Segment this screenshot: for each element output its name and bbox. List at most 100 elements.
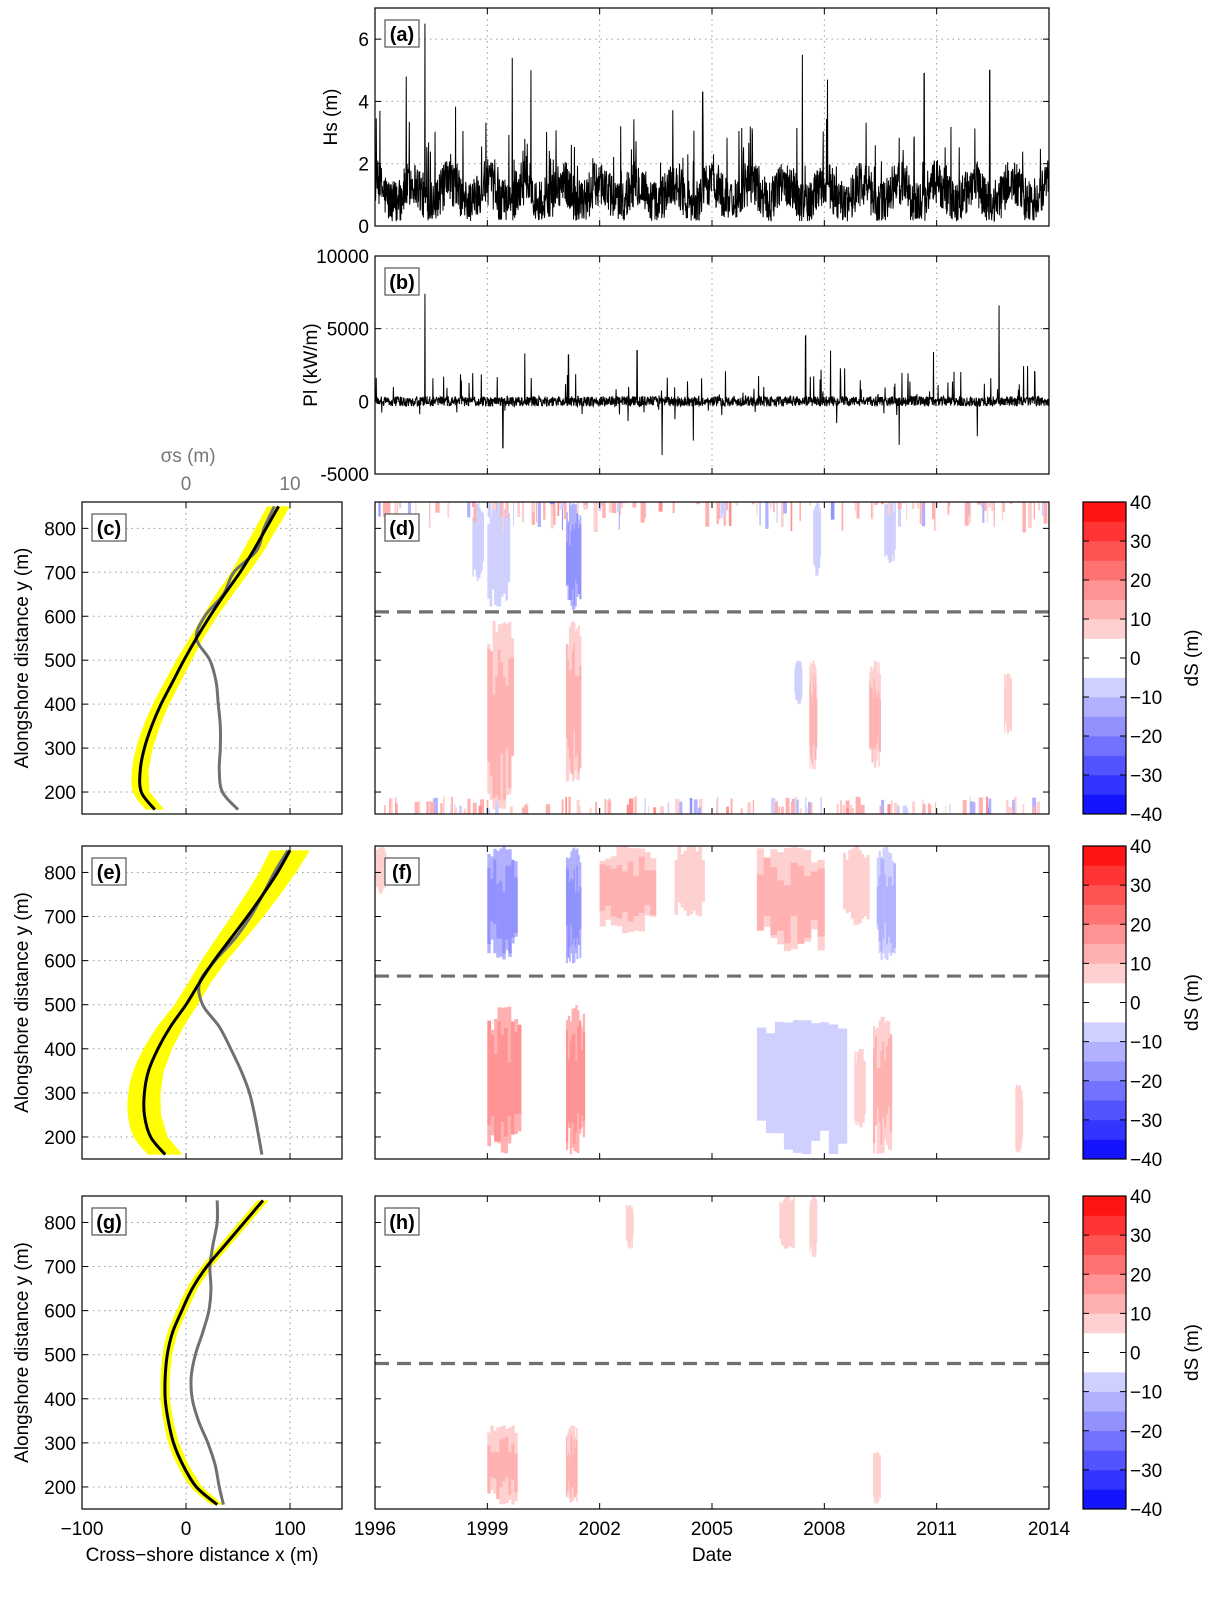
heatmap-cell — [856, 797, 861, 814]
heatmap-cell — [1001, 1485, 1003, 1502]
heatmap-cell — [442, 796, 445, 814]
y-tick-label-c: 600 — [44, 607, 76, 628]
heatmap-cell — [627, 1206, 629, 1248]
heatmap-cell — [814, 1196, 816, 1258]
heatmap-cell — [712, 1049, 714, 1128]
colorbar-swatch — [1083, 541, 1126, 561]
y-tick-label-g: 200 — [44, 1478, 76, 1499]
heatmap-cell — [949, 502, 951, 506]
heatmap-cell — [783, 502, 787, 514]
heatmap-cell — [472, 502, 474, 508]
heatmap-cell — [849, 1201, 851, 1231]
heatmap-cell — [517, 1024, 522, 1114]
x-tick-label-g: −100 — [61, 1519, 104, 1540]
heatmap-cell — [906, 502, 908, 521]
heatmap-cell — [873, 679, 876, 750]
heatmap-cell — [511, 1443, 515, 1480]
heatmap-cell — [797, 661, 799, 704]
heatmap-cell — [917, 502, 919, 509]
x-axis-label-g: Cross−shore distance x (m) — [86, 1545, 319, 1566]
heatmap-cell — [879, 1455, 881, 1497]
colorbar-swatch — [1083, 1274, 1126, 1295]
heatmap-cell — [565, 644, 568, 739]
y-tick-label-e: 700 — [44, 908, 76, 929]
heatmap-cell — [915, 846, 918, 889]
heatmap-cell — [763, 858, 771, 917]
heatmap-cell — [809, 1465, 811, 1494]
heatmap-cell — [573, 1439, 576, 1497]
heatmap-cell — [783, 885, 792, 944]
heatmap-cell — [522, 502, 524, 523]
heatmap-cell — [626, 1204, 628, 1240]
heatmap-cell — [507, 1062, 512, 1117]
heatmap-cell — [674, 860, 678, 915]
heatmap-cell — [982, 502, 985, 523]
heatmap-cell — [486, 799, 489, 814]
heatmap-cell — [503, 1201, 507, 1275]
heatmap-cell — [665, 1479, 668, 1502]
heatmap-cell — [396, 502, 399, 506]
y-axis-label-b: Pl (kW/m) — [301, 323, 322, 406]
data-layer — [127, 23, 1050, 1506]
heatmap-cell — [860, 805, 865, 814]
heatmap-cell — [1027, 502, 1032, 518]
colorbar-swatch — [1083, 1352, 1126, 1373]
heatmap-cell — [493, 859, 497, 925]
heatmap-cell — [580, 1050, 584, 1116]
heatmap-cell — [837, 1028, 848, 1144]
heatmap-cell — [759, 502, 761, 526]
heatmap-cell — [505, 865, 509, 940]
heatmap-cell — [605, 865, 612, 906]
heatmap-cell — [949, 804, 951, 814]
heatmap-cell — [695, 851, 699, 916]
heatmap-cell — [968, 853, 972, 885]
heatmap-cell — [919, 502, 922, 525]
heatmap-cell — [579, 666, 582, 769]
colorbar-swatch — [1083, 963, 1126, 984]
heatmap-cell — [682, 1042, 685, 1151]
heatmap-cell — [790, 502, 793, 532]
heatmap-cell — [886, 886, 889, 945]
heatmap-cell — [934, 502, 936, 532]
heatmap-cell — [412, 1030, 415, 1131]
heatmap-cell — [716, 502, 719, 525]
panel-label-f: (f) — [392, 862, 412, 884]
heatmap-cell — [809, 1203, 811, 1253]
axes-frame-f — [374, 845, 1050, 1160]
top-axis-label-c: σs (m) — [161, 446, 216, 467]
colorbar-tick-label: 20 — [1130, 915, 1151, 936]
heatmap-cell — [635, 796, 637, 814]
heatmap-cell — [845, 800, 850, 814]
heatmap-cell — [689, 1055, 692, 1151]
heatmap-cell — [1007, 673, 1009, 733]
heatmap-cell — [568, 796, 571, 814]
heatmap-cell — [1003, 1486, 1005, 1501]
heatmap-cell — [628, 1205, 631, 1249]
heatmap-cell — [415, 1040, 418, 1152]
heatmap-cell — [570, 1433, 572, 1500]
heatmap-cell — [1019, 1085, 1021, 1153]
heatmap-cell — [424, 1027, 427, 1155]
heatmap-cell — [714, 1049, 717, 1145]
heatmap-cell — [487, 648, 491, 762]
heatmap-cell — [911, 502, 915, 509]
heatmap-cell — [999, 1035, 1002, 1111]
colorbar-swatch — [1083, 560, 1126, 581]
heatmap-cell — [877, 694, 879, 737]
heatmap-cell — [399, 502, 402, 509]
heatmap-cell — [1006, 674, 1008, 731]
panel-label-g: (g) — [96, 1212, 122, 1234]
heatmap-cell — [568, 670, 571, 759]
heatmap-cell — [574, 1207, 577, 1265]
heatmap-cell — [1014, 796, 1017, 814]
heatmap-cell — [413, 1034, 416, 1140]
heatmap-cell — [490, 878, 494, 922]
heatmap-cell — [740, 808, 743, 814]
top-tick-label-c: 0 — [181, 474, 192, 495]
heatmap-cell — [871, 686, 874, 763]
y-tick-label-b: 5000 — [327, 320, 369, 341]
heatmap-cell — [567, 523, 570, 585]
y-tick-label-e: 400 — [44, 1040, 76, 1061]
heatmap-cell — [726, 502, 728, 510]
heatmap-cell — [626, 804, 631, 814]
